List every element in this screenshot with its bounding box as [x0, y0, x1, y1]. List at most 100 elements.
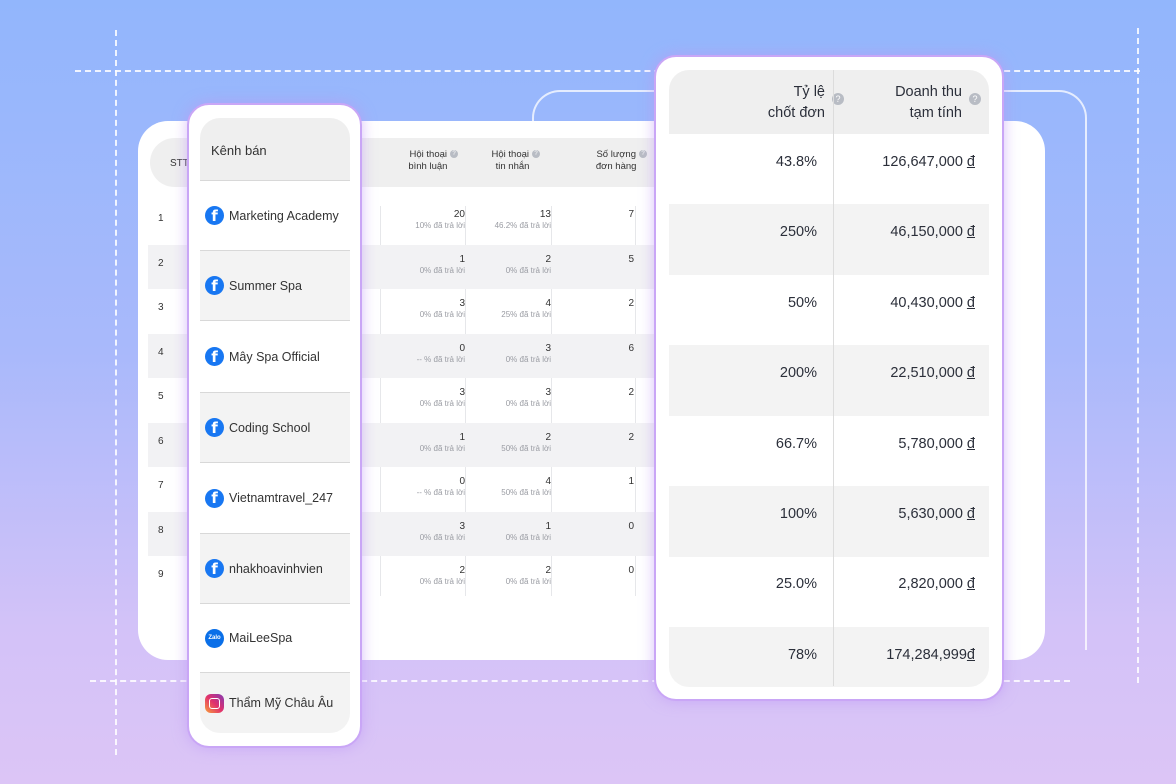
help-icon[interactable]: ? — [639, 150, 647, 159]
header-stt: STT — [170, 158, 189, 169]
table-row: 7 0 -- % đã trả lời 4 50% đã trả lời 1 — [148, 467, 658, 512]
channel-name: MaiLeeSpa — [229, 631, 293, 645]
guide-line — [115, 30, 117, 755]
sales-channel-card: Kênh bán f Marketing Academy f Summer Spa f M… — [187, 103, 362, 748]
header-close-rate: Tỷ lệ chốt đơn? — [768, 82, 844, 124]
row-number: 7 — [158, 480, 164, 491]
message-count: 2 50% đã trả lời — [501, 431, 551, 453]
row-number: 9 — [158, 569, 164, 580]
revenue-value: 2,820,000 đ — [898, 576, 975, 593]
facebook-icon: f — [205, 206, 224, 225]
revenue-value: 46,150,000 đ — [890, 224, 975, 241]
comment-count: 1 0% đã trả lời — [419, 253, 465, 275]
revenue-header: Tỷ lệ chốt đơn? Doanh thu tạm tính? — [669, 70, 989, 134]
revenue-value: 174,284,999đ — [886, 646, 975, 663]
revenue-value: 5,780,000 đ — [898, 435, 975, 452]
revenue-value: 40,430,000 đ — [890, 294, 975, 311]
channel-name: Mây Spa Official — [229, 349, 320, 364]
channel-item[interactable]: Thẩm Mỹ Châu Âu — [200, 672, 350, 733]
revenue-row: 250% 46,150,000 đ — [669, 204, 989, 275]
zalo-icon: Zalo — [205, 628, 224, 648]
close-rate: 25.0% — [775, 576, 817, 593]
message-count: 3 0% đã trả lời — [505, 387, 551, 408]
row-number: 3 — [158, 302, 164, 313]
guide-line — [90, 680, 1070, 682]
help-icon[interactable]: ? — [832, 93, 844, 105]
channel-item[interactable]: f Summer Spa — [200, 250, 350, 320]
comment-count: 2 0% đã trả lời — [419, 565, 465, 586]
revenue-value: 5,630,000 đ — [898, 506, 975, 522]
close-rate: 50% — [787, 294, 817, 311]
total-row: 78% 174,284,999đ — [669, 626, 989, 687]
close-rate: 78% — [787, 646, 817, 663]
channel-item[interactable]: Zalo MaiLeeSpa — [200, 603, 350, 672]
row-number: 2 — [158, 257, 164, 269]
help-icon[interactable]: ? — [532, 150, 540, 159]
help-icon[interactable]: ? — [969, 93, 981, 105]
facebook-icon: f — [205, 559, 224, 578]
revenue-row: 43.8% 126,647,000 đ — [669, 134, 989, 205]
revenue-value: 22,510,000 đ — [890, 365, 975, 382]
comment-count: 0 -- % đã trả lời — [416, 476, 465, 497]
order-count: 6 — [628, 342, 634, 354]
currency-symbol: đ — [966, 365, 975, 382]
order-count: 0 — [628, 565, 634, 576]
column-divider — [833, 70, 834, 686]
message-count: 1 0% đã trả lời — [505, 520, 551, 542]
channel-item[interactable]: f nhakhoavinhvien — [200, 533, 350, 603]
help-icon[interactable]: ? — [450, 150, 458, 159]
row-number: 1 — [158, 213, 164, 224]
channel-item[interactable]: f Mây Spa Official — [200, 320, 350, 392]
message-count: 13 46.2% đã trả lời — [494, 209, 551, 230]
comment-count: 0 -- % đã trả lời — [416, 342, 465, 364]
revenue-row: 50% 40,430,000 đ — [669, 275, 989, 346]
table-row: 5 3 0% đã trả lời 3 0% đã trả lời 2 — [148, 378, 658, 423]
channel-name: Coding School — [229, 420, 311, 435]
header-orders: Số lượng? đơn hàng — [596, 149, 647, 173]
guide-line — [1137, 28, 1139, 683]
facebook-icon: f — [205, 276, 224, 295]
close-rate: 66.7% — [775, 435, 817, 452]
message-count: 3 0% đã trả lời — [505, 342, 551, 364]
message-count: 2 0% đã trả lời — [505, 565, 551, 586]
order-count: 5 — [628, 253, 634, 265]
comment-count: 3 0% đã trả lời — [419, 298, 465, 319]
currency-symbol: đ — [966, 294, 975, 311]
revenue-row: 25.0% 2,820,000 đ — [669, 556, 989, 627]
header-comments: Hội thoại? bình luận — [408, 149, 458, 173]
message-count: 4 25% đã trả lời — [501, 298, 551, 319]
revenue-row: 66.7% 5,780,000 đ — [669, 416, 989, 487]
order-count: 2 — [628, 387, 634, 398]
currency-symbol: đ — [966, 154, 975, 170]
message-count: 4 50% đã trả lời — [501, 476, 551, 497]
order-count: 1 — [628, 476, 634, 487]
close-rate: 250% — [779, 224, 817, 241]
channel-name: Vietnamtravel_247 — [229, 491, 334, 505]
currency-symbol: đ — [966, 435, 975, 452]
comment-count: 3 0% đã trả lời — [419, 520, 465, 542]
revenue-row: 200% 22,510,000 đ — [669, 345, 989, 416]
table-row: 3 3 0% đã trả lời 4 25% đã trả lời 2 — [148, 289, 658, 334]
facebook-icon: f — [205, 347, 224, 366]
channel-item[interactable]: f Vietnamtravel_247 — [200, 462, 350, 533]
revenue-row: 100% 5,630,000 đ — [669, 486, 989, 557]
channel-item[interactable]: f Coding School — [200, 392, 350, 462]
currency-symbol: đ — [966, 576, 975, 593]
channel-name: Summer Spa — [229, 278, 302, 293]
close-rate: 100% — [779, 506, 817, 522]
comment-count: 1 0% đã trả lời — [419, 431, 465, 453]
order-count: 7 — [628, 209, 634, 220]
table-row: 1 20 10% đã trả lời 13 46.2% đã trả lời 7 — [148, 200, 658, 245]
instagram-icon — [205, 693, 224, 713]
channel-item[interactable]: f Marketing Academy — [200, 180, 350, 250]
channel-name: Thẩm Mỹ Châu Âu — [229, 696, 334, 710]
currency-symbol: đ — [966, 646, 975, 663]
facebook-icon: f — [205, 488, 224, 508]
currency-symbol: đ — [966, 506, 975, 522]
row-number: 8 — [158, 524, 164, 536]
guide-line — [75, 70, 1140, 72]
header-revenue: Doanh thu tạm tính? — [895, 82, 981, 124]
revenue-value: 126,647,000 đ — [882, 154, 975, 170]
message-count: 2 0% đã trả lời — [505, 253, 551, 275]
row-number: 4 — [158, 346, 164, 358]
